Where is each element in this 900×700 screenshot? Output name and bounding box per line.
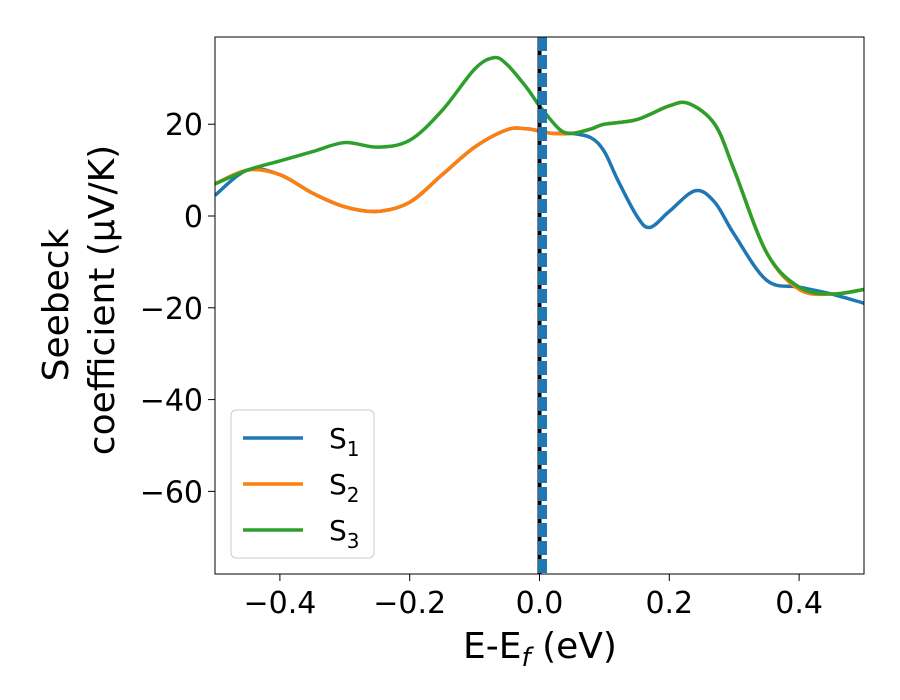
y-axis-label-line2: coefficient (μV/K) <box>82 145 123 455</box>
y-tick-label: 0 <box>184 200 203 235</box>
legend-label-s2: S2 <box>329 468 360 507</box>
x-tick-label: −0.2 <box>373 586 446 621</box>
series-line-s3 <box>215 55 864 296</box>
series-layer <box>215 55 864 305</box>
y-axis-label-line1: Seebeck <box>36 228 77 381</box>
y-tick-label: −40 <box>140 384 203 419</box>
legend: S1 S2 S3 <box>230 409 375 559</box>
x-axis: −0.4 −0.2 0.0 0.2 0.4 <box>243 574 823 621</box>
x-axis-label-main: E-E <box>463 626 521 667</box>
y-tick-label: −60 <box>140 475 203 510</box>
x-axis-label: E-Ef (eV) <box>463 626 617 673</box>
x-tick-label: 0.2 <box>645 586 693 621</box>
x-tick-label: 0.4 <box>775 586 823 621</box>
x-tick-label: −0.4 <box>243 586 316 621</box>
y-tick-label: 20 <box>165 108 203 143</box>
y-tick-label: −20 <box>140 292 203 327</box>
y-axis: 20 0 −20 −40 −60 <box>140 108 215 510</box>
fermi-level-layer <box>537 37 547 574</box>
x-tick-label: 0.0 <box>516 586 564 621</box>
legend-label-s3: S3 <box>329 514 360 553</box>
x-axis-label-unit: (eV) <box>531 626 617 667</box>
legend-label-s1: S1 <box>329 422 360 461</box>
